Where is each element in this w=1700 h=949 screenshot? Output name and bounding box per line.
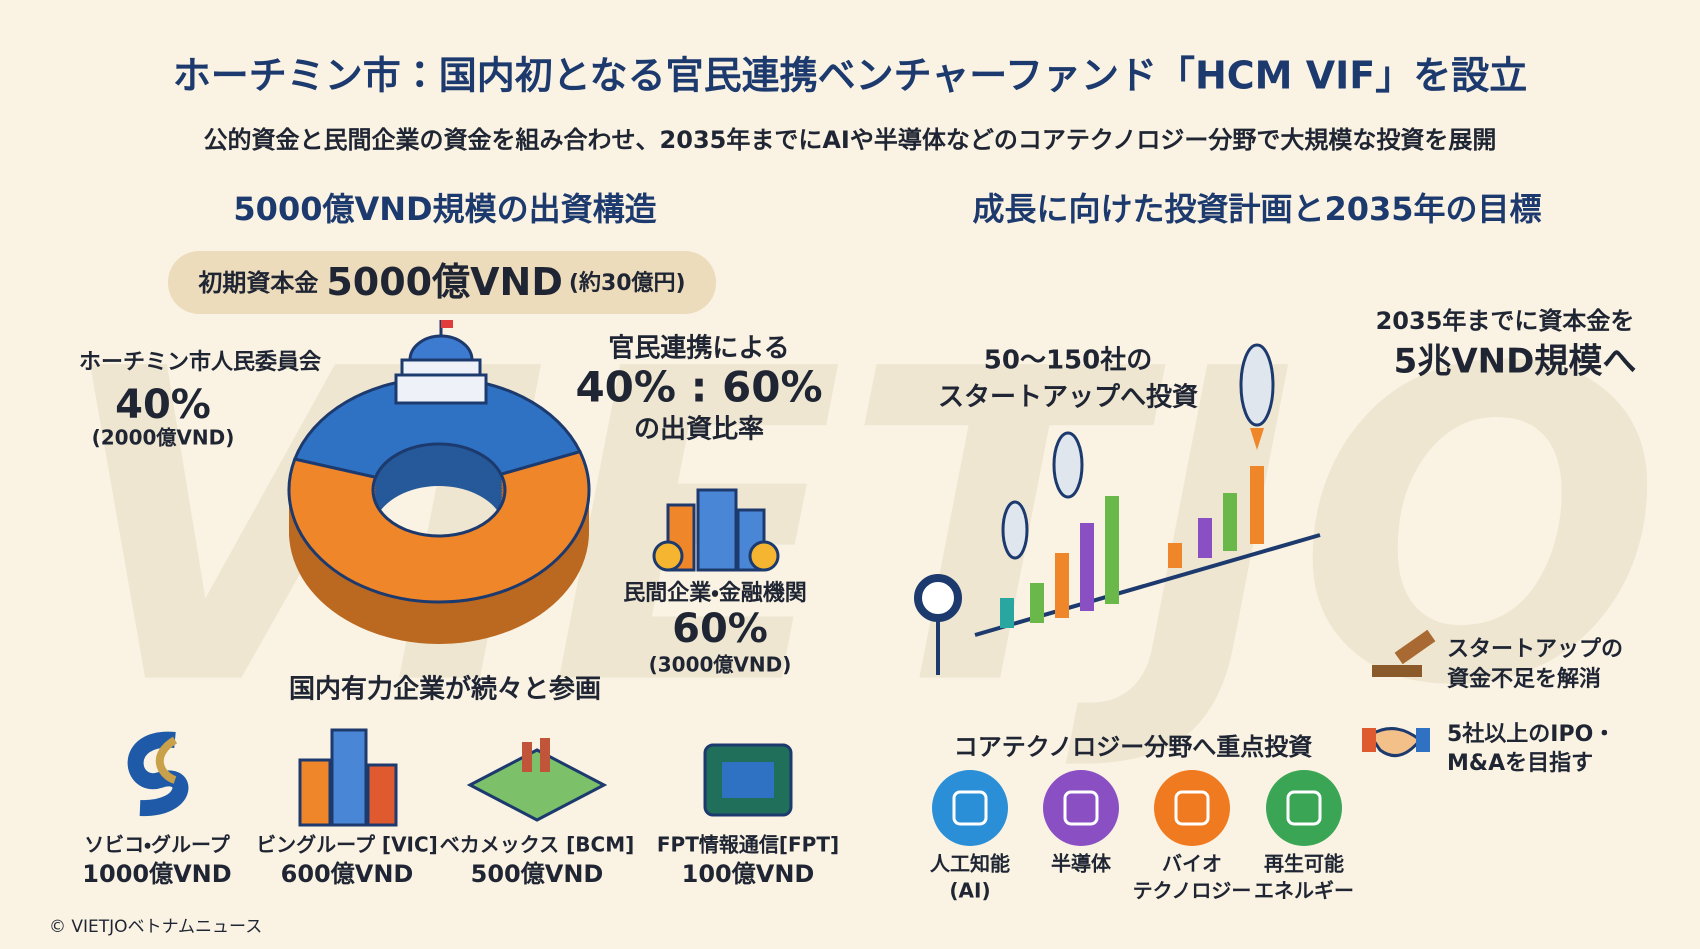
- donut: [287, 376, 591, 645]
- section-heading: 5000億VND規模の出資構造: [233, 190, 656, 228]
- section-heading: 成長に向けた投資計画と2035年の目標: [972, 190, 1541, 228]
- field-label: 再生可能: [1264, 852, 1344, 876]
- startups: スタートアップへ投資: [938, 383, 1198, 413]
- startups: 50〜150社の: [984, 346, 1152, 376]
- private-icon: [652, 488, 780, 572]
- field-label: (AI): [949, 879, 990, 903]
- ratio-lead: 官民連携による: [608, 333, 789, 364]
- field-glyph: [1286, 790, 1322, 826]
- note: (約30億円): [569, 270, 686, 296]
- amount: 5000億VND: [326, 260, 563, 304]
- segment-amount: (3000億VND): [649, 653, 792, 677]
- company-name: FPT情報通信[FPT]: [657, 833, 839, 857]
- pill: [168, 251, 716, 314]
- segment-name: 民間企業・金融機関: [623, 580, 806, 606]
- company-name: ベカメックス [BCM]: [440, 833, 634, 857]
- capital-goal: 5兆VND規模へ: [1394, 342, 1637, 382]
- government-icon: [394, 320, 488, 405]
- company-icons: [127, 728, 793, 827]
- segment-share: 40%: [115, 382, 211, 428]
- field-label: バイオ: [1162, 852, 1222, 876]
- field-icon: [1043, 770, 1119, 846]
- initial-capital: 初期資本金 5000億VND (約30億円): [197, 260, 685, 304]
- ratio-tail: の出資比率: [634, 415, 764, 445]
- segment-share: 60%: [672, 606, 768, 652]
- company-name: ビングループ [VIC]: [256, 833, 438, 857]
- capital-goal: 2035年までに資本金を: [1376, 307, 1635, 335]
- goal: 5社以上のIPO・: [1447, 722, 1615, 747]
- company-name: ソビコ・グループ: [84, 833, 231, 857]
- segment-amount: (2000億VND): [92, 426, 235, 450]
- field-icon: [932, 770, 1008, 846]
- company-amount: 600億VND: [281, 860, 414, 888]
- company-amount: 500億VND: [471, 860, 604, 888]
- donut-segment: [287, 449, 591, 604]
- subtitle: 公的資金と民間企業の資金を組み合わせ、2035年までにAIや半導体などのコアテク…: [204, 126, 1497, 154]
- copyright: © VIETJOベトナムニュース: [49, 917, 262, 937]
- ratio: 40% : 60%: [575, 363, 822, 412]
- field-label: テクノロジー: [1133, 879, 1252, 903]
- goal: M&Aを目指す: [1447, 751, 1593, 776]
- field-glyph: [1063, 790, 1099, 826]
- goal: 資金不足を解消: [1447, 666, 1601, 692]
- title: ホーチミン市：国内初となる官民連携ベンチャーファンド「HCM VIF」を設立: [173, 54, 1527, 98]
- growth-illustration: [914, 343, 1321, 675]
- field-glyph: [1174, 790, 1210, 826]
- segment-name: ホーチミン市人民委員会: [79, 349, 322, 375]
- field-icon: [1154, 770, 1230, 846]
- field-label: 人工知能: [929, 852, 1010, 876]
- label: 初期資本金: [197, 269, 318, 297]
- focus-heading: コアテクノロジー分野へ重点投資: [954, 733, 1313, 761]
- goal-icons: [1362, 629, 1436, 758]
- field-label: 半導体: [1051, 852, 1112, 876]
- field-icon: [1266, 770, 1342, 846]
- field-glyph: [952, 790, 988, 826]
- goal: スタートアップの: [1447, 637, 1623, 662]
- donut-segment: [292, 376, 583, 480]
- field-label: エネルギー: [1254, 879, 1354, 903]
- company-amount: 100億VND: [682, 860, 815, 888]
- participants-heading: 国内有力企業が続々と参画: [289, 674, 601, 705]
- company-amount: 1000億VND: [82, 860, 231, 888]
